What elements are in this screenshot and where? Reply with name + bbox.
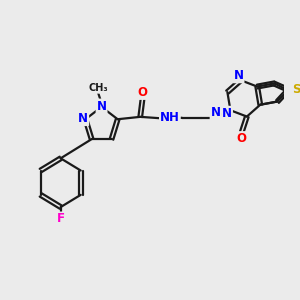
Text: NH: NH [160, 111, 180, 124]
Text: O: O [137, 86, 148, 99]
Text: N: N [78, 112, 88, 125]
Text: N: N [97, 100, 106, 112]
Text: F: F [57, 212, 65, 226]
Text: N: N [222, 107, 232, 120]
Text: N: N [233, 69, 244, 82]
Text: S: S [292, 83, 300, 96]
Text: CH₃: CH₃ [88, 83, 108, 93]
Text: N: N [211, 106, 220, 119]
Text: O: O [236, 132, 246, 145]
